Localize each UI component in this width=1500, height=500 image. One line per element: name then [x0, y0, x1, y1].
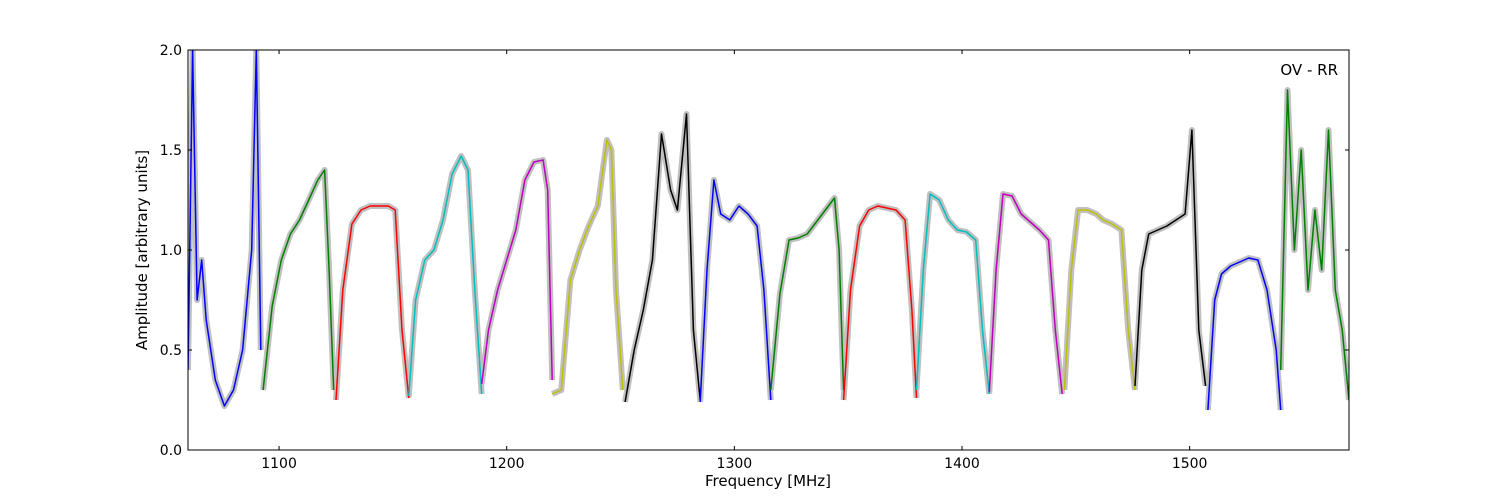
- series-band-14: [1134, 129, 1207, 387]
- y-tick-label: 0.5: [160, 343, 182, 359]
- y-axis-label: Amplitude [arbitrary units]: [133, 150, 151, 350]
- series-band-2: [262, 169, 335, 391]
- series-band-10: [842, 205, 918, 401]
- x-tick-label: 1100: [261, 456, 297, 472]
- series-band-13: [1063, 209, 1136, 391]
- series-band-12: [988, 193, 1063, 395]
- y-tick-label: 0.0: [160, 443, 182, 459]
- series-band-9: [770, 197, 845, 391]
- series-layer: [188, 50, 1349, 411]
- series-band-7: [624, 113, 701, 403]
- series-band-11: [915, 193, 991, 395]
- series-band-6: [551, 139, 624, 395]
- y-axis-ticks: 0.0 0.5 1.0 1.5 2.0: [160, 43, 1349, 459]
- x-tick-label: 1300: [717, 456, 753, 472]
- x-axis-ticks: 1100 1200 1300 1400 1500: [261, 50, 1207, 472]
- series-band-4: [408, 155, 483, 397]
- y-tick-label: 2.0: [160, 43, 182, 59]
- y-tick-label: 1.0: [160, 243, 182, 259]
- series-band-3: [335, 205, 410, 401]
- series-band-8: [699, 179, 772, 403]
- series-band-15: [1207, 257, 1282, 411]
- x-axis-label: Frequency [MHz]: [705, 472, 831, 490]
- y-tick-label: 1.5: [160, 143, 182, 159]
- x-tick-label: 1200: [489, 456, 525, 472]
- x-tick-label: 1500: [1172, 456, 1208, 472]
- chart-annotation: OV - RR: [1280, 61, 1338, 79]
- x-tick-label: 1400: [944, 456, 980, 472]
- series-band-16: [1279, 89, 1349, 401]
- series-band-5: [480, 159, 553, 385]
- series-band-1: [188, 50, 262, 407]
